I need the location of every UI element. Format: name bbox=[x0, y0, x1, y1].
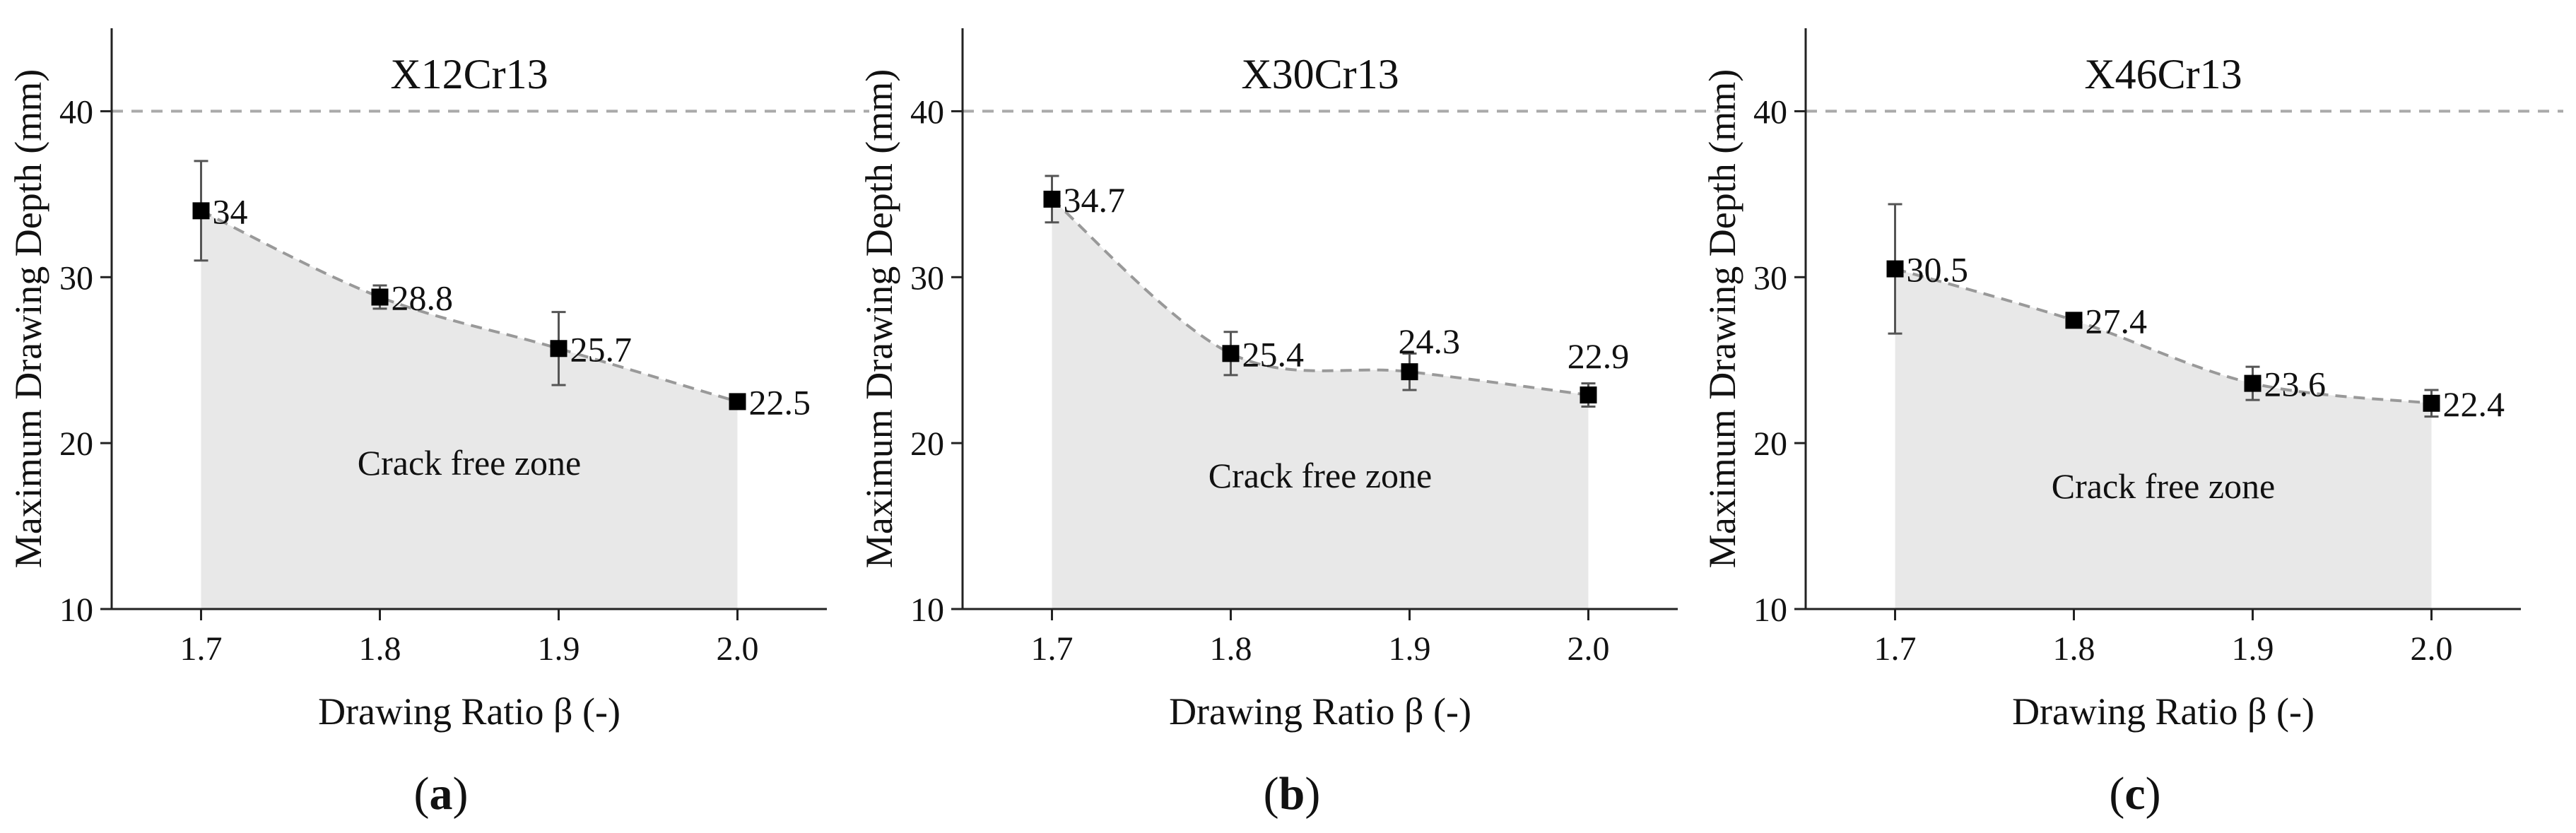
panel-tag-letter: c bbox=[2124, 768, 2145, 820]
x-tick-label: 1.7 bbox=[1874, 630, 1917, 668]
y-tick-label: 10 bbox=[1753, 591, 1787, 629]
data-label: 34.7 bbox=[1064, 180, 1126, 220]
panel-b: 10 20 30 40 1.7 1.8 1.9 2.0 34.7 25.4 24.3 22.9 X30C… bbox=[858, 28, 1720, 820]
trend-line bbox=[1051, 198, 1589, 397]
y-tick-label: 20 bbox=[1753, 425, 1787, 463]
y-tick-label: 40 bbox=[910, 93, 944, 131]
zone-label: Crack free zone bbox=[2052, 466, 2275, 506]
data-point bbox=[1222, 345, 1240, 362]
data-label: 24.3 bbox=[1399, 321, 1461, 361]
x-tick-label: 1.9 bbox=[1389, 630, 1431, 668]
data-point bbox=[550, 340, 567, 358]
x-tick-label: 1.8 bbox=[359, 630, 401, 668]
panel-tag: (a) bbox=[414, 768, 469, 820]
data-label: 27.4 bbox=[2086, 301, 2148, 341]
data-point bbox=[1580, 386, 1597, 404]
data-label: 22.4 bbox=[2443, 384, 2505, 424]
panel-tag-open: ( bbox=[1264, 768, 1279, 820]
data-label: 22.5 bbox=[749, 382, 811, 422]
data-label: 28.8 bbox=[392, 278, 454, 317]
data-point bbox=[2423, 394, 2440, 412]
y-tick-label: 20 bbox=[910, 425, 944, 463]
x-tick-label: 1.8 bbox=[2053, 630, 2095, 668]
panel-tag-open: ( bbox=[2109, 768, 2124, 820]
y-axis-title: Maximum Drawing Depth (mm) bbox=[1701, 69, 1743, 568]
data-point bbox=[192, 202, 210, 220]
data-label: 25.4 bbox=[1242, 334, 1305, 374]
x-tick-label: 1.7 bbox=[180, 630, 223, 668]
data-label: 34 bbox=[213, 191, 248, 231]
zone-label: Crack free zone bbox=[1208, 456, 1432, 495]
x-tick-label: 1.7 bbox=[1031, 630, 1074, 668]
zone-label: Crack free zone bbox=[358, 443, 581, 483]
y-tick-label: 40 bbox=[59, 93, 93, 131]
x-tick-label: 1.9 bbox=[538, 630, 580, 668]
panel-title: X30Cr13 bbox=[1241, 51, 1399, 98]
panel-title: X12Cr13 bbox=[390, 51, 548, 98]
x-axis-title: Drawing Ratio β (-) bbox=[318, 690, 621, 733]
x-tick-label: 2.0 bbox=[2411, 630, 2453, 668]
y-axis-title: Maximum Drawing Depth (mm) bbox=[7, 69, 49, 568]
data-label: 30.5 bbox=[1907, 250, 1969, 290]
data-point bbox=[2065, 312, 2083, 329]
panel-a: 10 20 30 40 1.7 1.8 1.9 2.0 34 28.8 25.7 22.5 X12Cr1… bbox=[7, 28, 869, 820]
crack-free-area bbox=[1895, 268, 2432, 609]
y-tick-label: 10 bbox=[910, 591, 944, 629]
y-tick-label: 20 bbox=[59, 425, 93, 463]
data-label: 22.9 bbox=[1568, 336, 1630, 376]
y-tick-label: 30 bbox=[1753, 259, 1787, 297]
x-axis-title: Drawing Ratio β (-) bbox=[2012, 690, 2315, 733]
data-label: 25.7 bbox=[570, 329, 633, 369]
crack-free-area bbox=[1052, 199, 1589, 610]
y-axis-title: Maximum Drawing Depth (mm) bbox=[858, 69, 900, 568]
panel-tag-close: ) bbox=[453, 768, 469, 820]
data-point bbox=[729, 393, 746, 410]
panel-tag-open: ( bbox=[414, 768, 430, 820]
data-label: 23.6 bbox=[2264, 365, 2327, 404]
x-tick-label: 2.0 bbox=[1568, 630, 1610, 668]
x-tick-label: 1.8 bbox=[1210, 630, 1252, 668]
data-point bbox=[1886, 260, 1904, 278]
crack-free-area bbox=[201, 211, 738, 609]
panel-tag-close: ) bbox=[2146, 768, 2161, 820]
panel-tag-letter: b bbox=[1279, 768, 1305, 820]
panel-c: 10 20 30 40 1.7 1.8 1.9 2.0 30.5 27.4 23.6 22.4 X46C… bbox=[1701, 28, 2563, 820]
y-tick-label: 40 bbox=[1753, 93, 1787, 131]
x-axis-title: Drawing Ratio β (-) bbox=[1169, 690, 1471, 733]
panel-tag-letter: a bbox=[430, 768, 453, 820]
trend-line bbox=[1894, 267, 2432, 405]
data-point bbox=[371, 288, 389, 306]
y-tick-label: 30 bbox=[910, 259, 944, 297]
data-point bbox=[1043, 190, 1061, 208]
x-tick-label: 1.9 bbox=[2232, 630, 2274, 668]
data-point bbox=[2244, 374, 2262, 392]
panel-tag: (c) bbox=[2109, 768, 2160, 820]
y-tick-label: 30 bbox=[59, 259, 93, 297]
panel-tag: (b) bbox=[1264, 768, 1321, 820]
x-tick-label: 2.0 bbox=[717, 630, 759, 668]
panel-tag-close: ) bbox=[1305, 768, 1320, 820]
y-tick-label: 10 bbox=[59, 591, 93, 629]
panel-title: X46Cr13 bbox=[2084, 51, 2242, 98]
data-point bbox=[1401, 363, 1418, 381]
